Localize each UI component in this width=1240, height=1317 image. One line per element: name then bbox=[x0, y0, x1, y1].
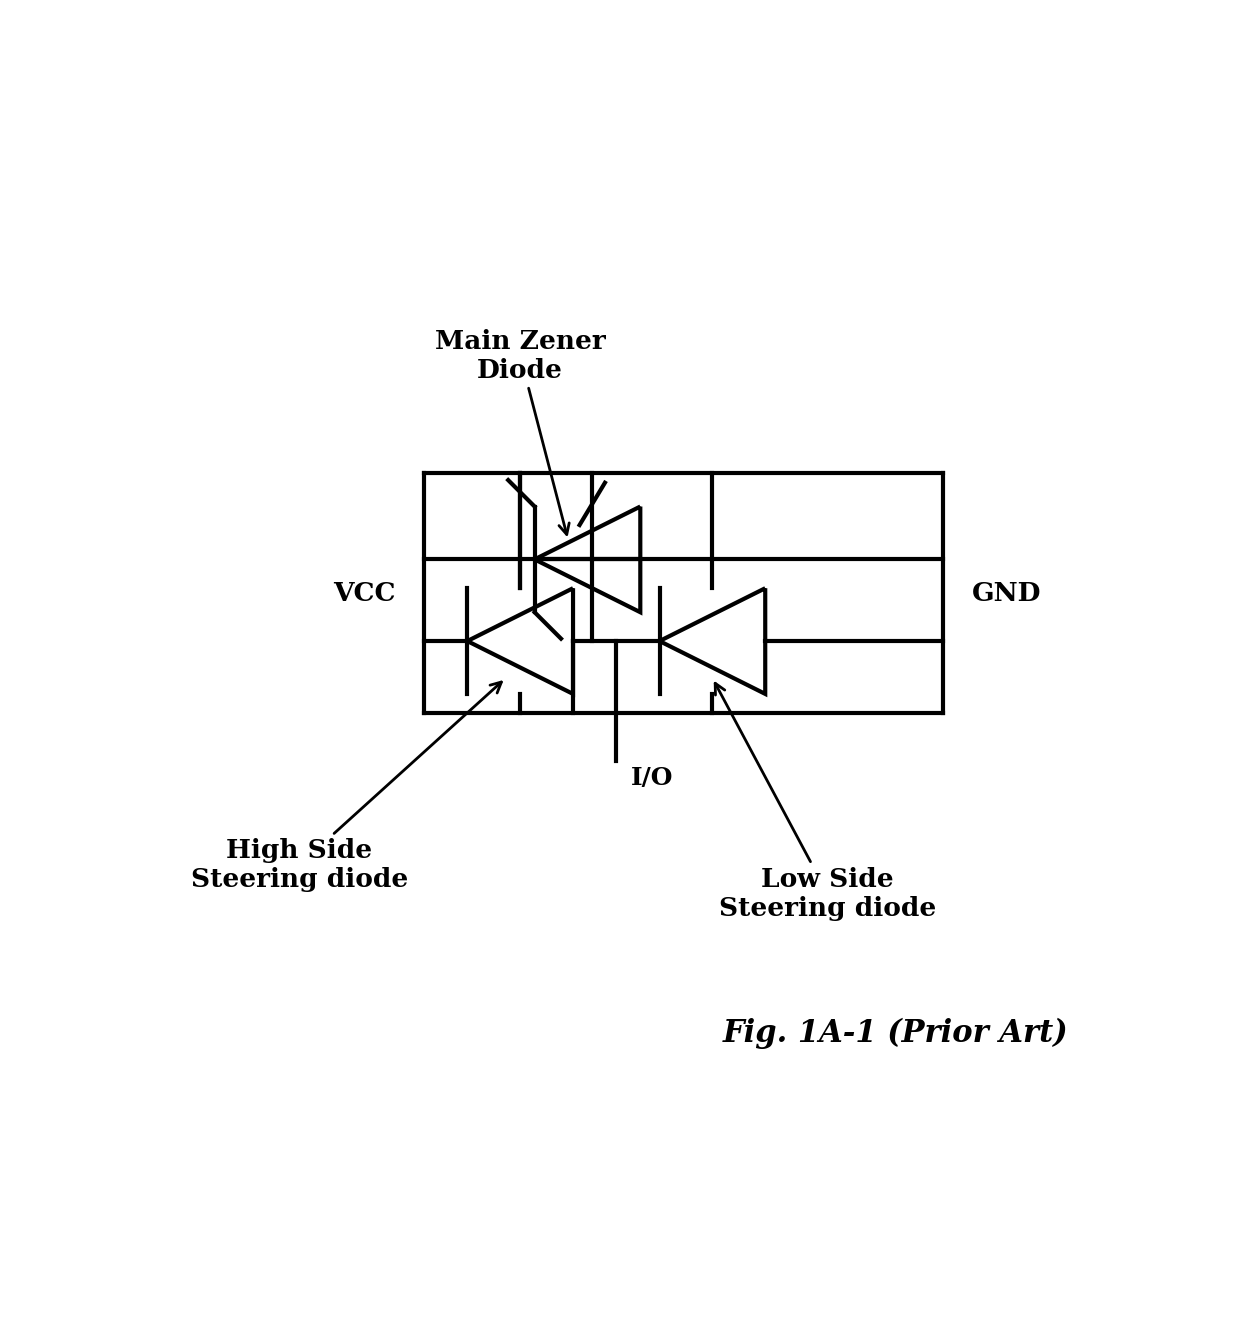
Text: Fig. 1A-1 (Prior Art): Fig. 1A-1 (Prior Art) bbox=[723, 1018, 1068, 1050]
Text: I/O: I/O bbox=[631, 766, 673, 790]
Text: Main Zener
Diode: Main Zener Diode bbox=[435, 329, 605, 535]
Text: GND: GND bbox=[972, 581, 1042, 606]
Text: High Side
Steering diode: High Side Steering diode bbox=[191, 682, 501, 892]
Text: VCC: VCC bbox=[332, 581, 396, 606]
Text: Low Side
Steering diode: Low Side Steering diode bbox=[715, 684, 936, 921]
